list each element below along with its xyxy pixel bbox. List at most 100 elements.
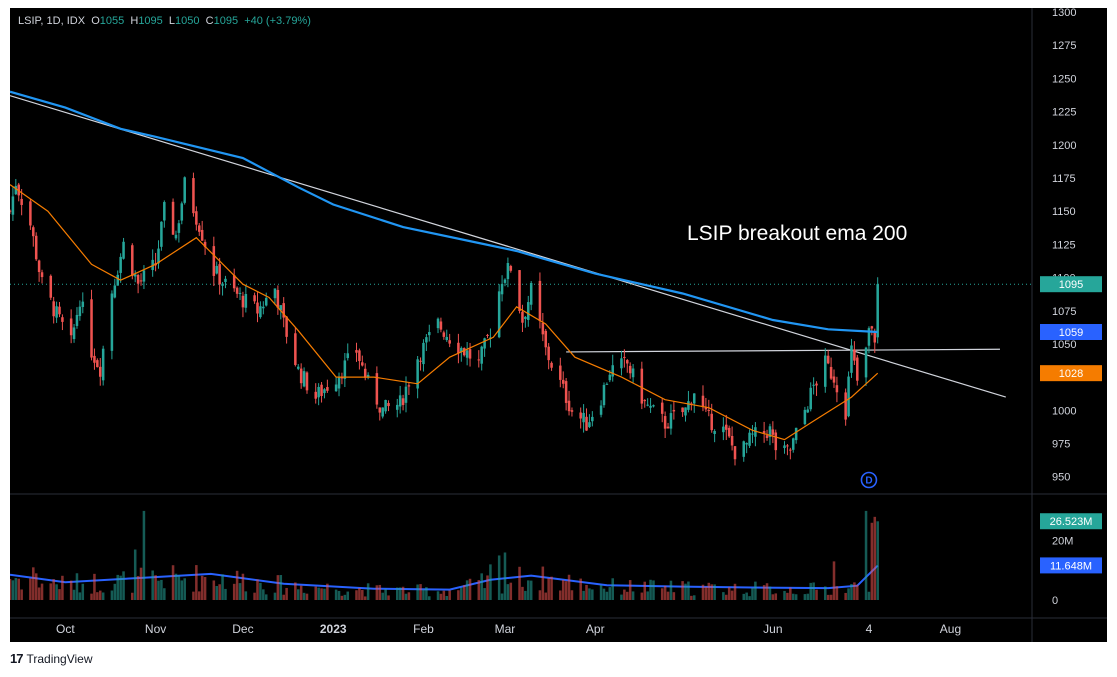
candle-body <box>340 377 344 379</box>
volume-bar <box>856 584 859 600</box>
price-tick-label: 1300 <box>1052 8 1076 19</box>
volume-bar <box>623 589 626 600</box>
volume-bar <box>296 589 300 600</box>
candle-body <box>355 350 358 353</box>
candle-body <box>10 210 12 212</box>
candle-body <box>276 289 280 308</box>
ema200-badge-bg <box>1040 324 1102 340</box>
volume-bar <box>538 590 542 600</box>
candle-body <box>101 348 105 381</box>
descending-trendline <box>10 95 1006 398</box>
candle-body <box>98 366 102 377</box>
candle-body <box>58 306 61 315</box>
candle-body <box>853 349 856 361</box>
volume-bar <box>384 589 387 600</box>
volume-bar <box>256 579 259 600</box>
volume-bar <box>762 585 766 600</box>
volume-bar <box>212 580 216 600</box>
volume-bar <box>771 594 775 600</box>
volume-bar <box>687 581 690 600</box>
candle-body <box>521 311 524 323</box>
volume-bar <box>722 592 725 600</box>
volume-bar <box>725 594 728 600</box>
candle-body <box>844 392 847 420</box>
volume-bar <box>690 595 693 600</box>
volume-bar <box>564 581 568 600</box>
candle-body <box>180 203 184 221</box>
candle-body <box>591 416 594 422</box>
volume-bar <box>652 580 655 600</box>
volume-bar <box>346 591 350 600</box>
time-tick-label: 2023 <box>320 622 347 636</box>
time-tick-label: 4 <box>866 622 873 636</box>
volume-bar <box>61 575 64 600</box>
candle-body <box>559 365 562 380</box>
candle-body <box>462 348 466 356</box>
volume-bar <box>276 575 280 600</box>
volume-bar <box>783 590 786 600</box>
time-tick-label: Apr <box>586 622 605 636</box>
volume-bar <box>835 586 839 600</box>
volume-bar <box>547 578 550 600</box>
candle-body <box>387 403 390 407</box>
ohlc-c-label: C <box>205 15 214 27</box>
candle-body <box>486 334 489 336</box>
candle-body <box>157 248 160 264</box>
candle-body <box>37 260 41 273</box>
candle-body <box>49 275 53 298</box>
candle-body <box>754 427 757 437</box>
candle-body <box>748 432 751 446</box>
candle-body <box>163 202 166 221</box>
volume-bar <box>713 584 716 600</box>
candle-body <box>273 288 277 299</box>
candle-body <box>483 338 486 349</box>
candle-body <box>620 358 623 369</box>
volume-bar <box>358 588 361 600</box>
candle-body <box>643 400 647 402</box>
volume-bar <box>218 584 221 600</box>
candle-body <box>75 314 79 326</box>
candle-body <box>358 350 361 362</box>
candle-body <box>847 376 850 417</box>
volume-bar <box>361 590 364 600</box>
volume-bar <box>524 590 527 600</box>
event-marker[interactable]: D <box>860 471 878 489</box>
volume-bar <box>462 585 466 600</box>
candle-body <box>460 347 463 353</box>
volume-bar <box>416 584 419 600</box>
candle-body <box>361 362 364 366</box>
ohlc-low: 1050 <box>175 15 200 27</box>
price-tick-label: 1150 <box>1052 206 1076 218</box>
candle-body <box>34 235 38 260</box>
volume-bar <box>133 549 137 600</box>
volume-bar <box>806 593 810 600</box>
volume-bar <box>363 596 367 600</box>
candle-body <box>183 177 186 203</box>
volume-bar <box>244 591 248 600</box>
volume-bar <box>20 589 23 600</box>
event-marker-circle[interactable] <box>860 471 878 489</box>
volume-bar <box>34 573 38 600</box>
candle-body <box>585 416 588 431</box>
volume-tick-label: 0 <box>1052 595 1058 607</box>
volume-bar <box>582 590 585 600</box>
candle-body <box>122 241 125 259</box>
volume-bar <box>765 583 769 600</box>
price-tick-label: 1000 <box>1052 405 1076 417</box>
volume-bar <box>55 584 58 600</box>
volume-bar <box>305 593 309 600</box>
chart-svg[interactable]: 9509751000102510501075110011251150117512… <box>10 8 1107 642</box>
candle-body <box>32 227 35 237</box>
volume-bar <box>419 584 422 600</box>
volume-bar <box>10 579 12 600</box>
volume-bar <box>395 587 399 600</box>
volume-bar <box>826 594 830 600</box>
candle-body <box>547 346 550 361</box>
candle-body <box>809 387 812 410</box>
candle-body <box>151 259 154 271</box>
tradingview-watermark[interactable]: 17 TradingView <box>10 651 93 666</box>
candle-body <box>529 283 533 305</box>
candle-body <box>826 355 830 364</box>
volume-bar <box>241 573 245 600</box>
ema20-badge-text: 1028 <box>1059 368 1083 380</box>
